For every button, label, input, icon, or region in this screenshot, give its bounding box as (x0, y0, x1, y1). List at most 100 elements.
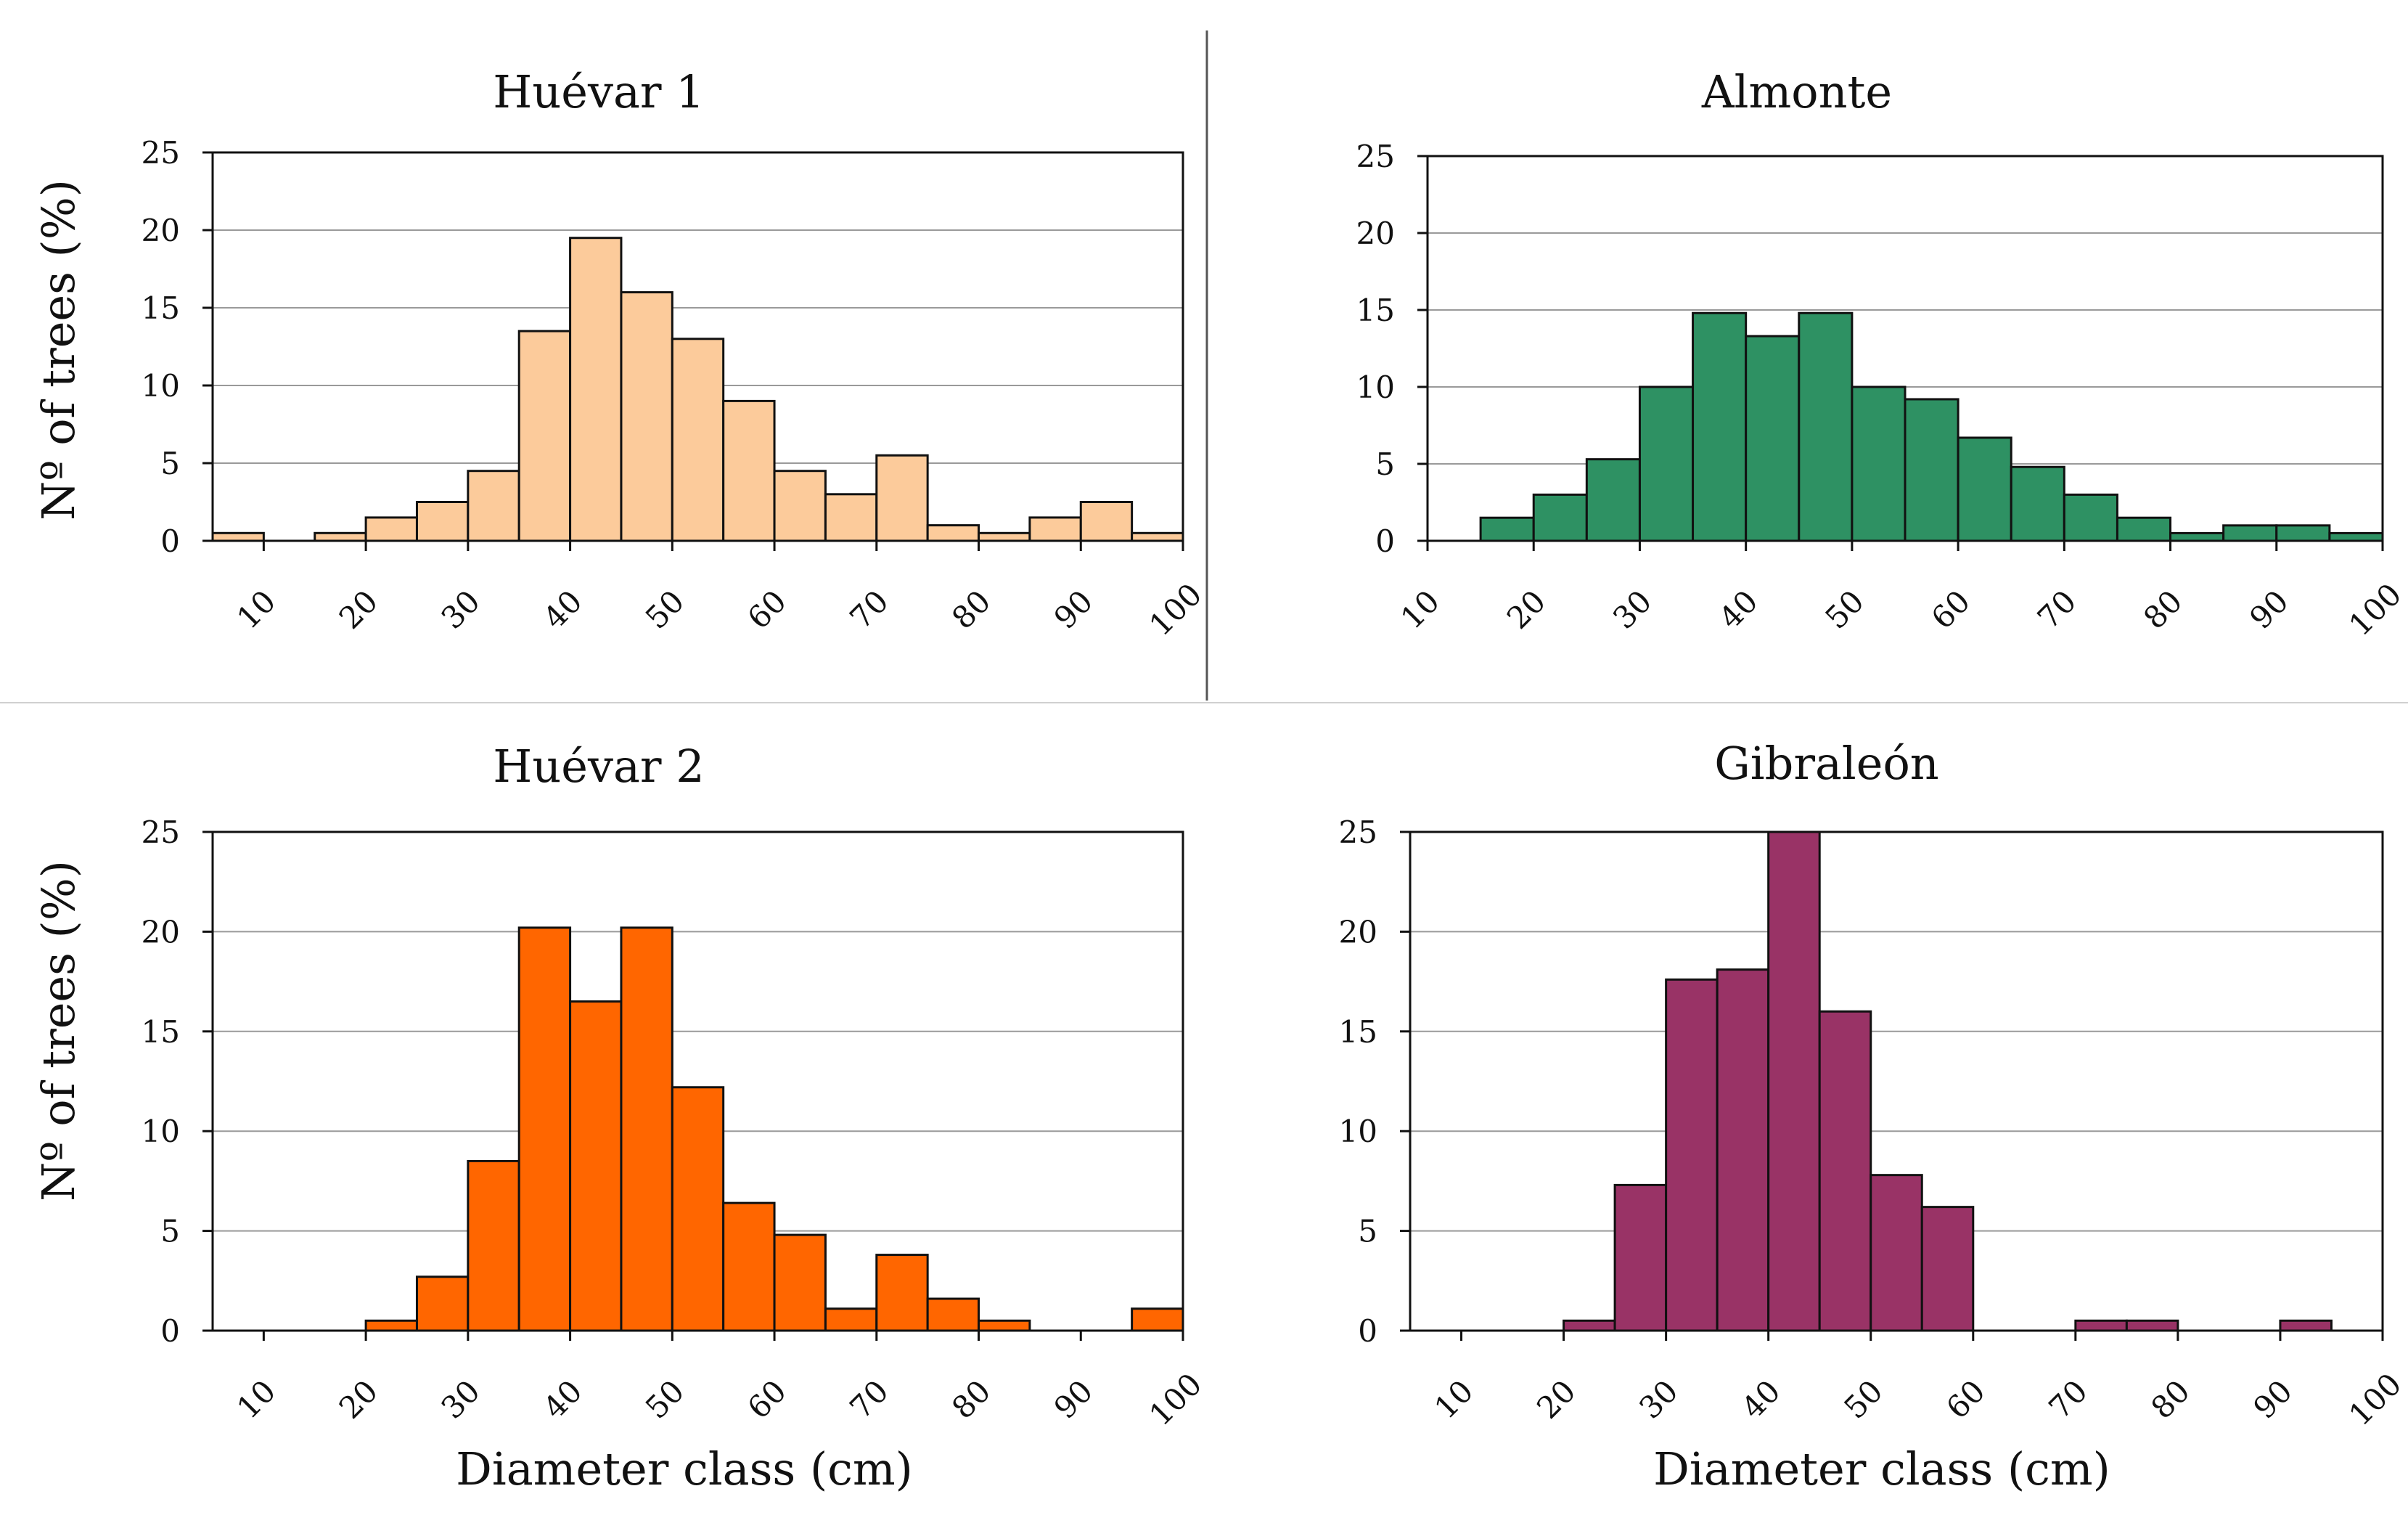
x-tick-label: 80 (945, 584, 997, 636)
x-tick-label: 30 (1632, 1373, 1684, 1426)
x-tick-label: 50 (1818, 584, 1870, 636)
plot-frame (1426, 155, 2384, 542)
histogram-bar (2279, 1319, 2333, 1332)
histogram-bar (1532, 493, 1588, 542)
x-tick-label: 10 (1394, 584, 1446, 636)
histogram-bar (773, 470, 827, 542)
histogram-bar (1638, 385, 1695, 542)
histogram-bar (1692, 311, 1748, 542)
x-tick-label: 80 (2144, 1373, 2196, 1426)
x-tick-label: 70 (843, 1373, 895, 1426)
x-tick-label: 70 (843, 584, 895, 636)
y-tick-label: 20 (1356, 216, 1395, 251)
histogram-bar (467, 1159, 520, 1332)
histogram-bar (415, 501, 470, 542)
y-tick-label: 5 (160, 1214, 180, 1249)
x-tick-label: 40 (536, 584, 589, 636)
y-tick-label: 20 (142, 213, 180, 248)
histogram-bar (875, 454, 929, 542)
x-tick-label: 90 (2243, 584, 2295, 636)
x-tick-label: 90 (1047, 1373, 1099, 1426)
histogram-bar (671, 338, 725, 542)
x-tick-label: 80 (2137, 584, 2189, 636)
y-axis-label: Nº of trees (%) (32, 860, 85, 1201)
huevar1-panel: Huévar 1 Nº of trees (%) 0 5 10 15 20 25 10 20 3… (32, 65, 1208, 642)
y-tick-label: 0 (1358, 1313, 1377, 1349)
histogram-bar (211, 531, 265, 542)
x-tick-label: 100 (1142, 1366, 1208, 1432)
histogram-bar (1904, 398, 1959, 542)
histogram-bar (1131, 1307, 1184, 1332)
histogram-bar (314, 531, 367, 542)
histogram-bar (364, 516, 418, 542)
x-tick-label: 40 (536, 1373, 589, 1426)
x-tick-label: 60 (741, 584, 793, 636)
histogram-bar (467, 470, 520, 542)
x-tick-label: 70 (2042, 1373, 2094, 1426)
y-tick-label: 25 (142, 815, 180, 850)
y-tick-label: 0 (160, 523, 180, 559)
x-tick-label: 60 (1925, 584, 1977, 636)
x-tick-label: 30 (434, 1373, 486, 1426)
histogram-bar (722, 1201, 776, 1332)
chart-title: Almonte (1701, 65, 1892, 118)
histogram-bar (517, 926, 572, 1332)
x-tick-label: 50 (639, 584, 691, 636)
x-tick-label: 80 (945, 1373, 997, 1426)
y-tick-label: 10 (142, 1114, 180, 1149)
histogram-bar (2010, 465, 2065, 542)
x-tick-label: 50 (1837, 1373, 1889, 1426)
x-tick-label: 100 (1142, 576, 1208, 642)
histogram-bar (517, 330, 572, 542)
y-tick-label: 5 (160, 446, 180, 481)
y-tick-label: 15 (1339, 1014, 1377, 1050)
almonte-panel: Almonte 0 5 10 15 20 25 10 20 30 40 50 60 70 80 90 100 (1356, 65, 2408, 642)
histogram-bar (364, 1319, 418, 1332)
y-tick-label: 25 (142, 135, 180, 171)
x-tick-label: 20 (1500, 584, 1552, 636)
chart-title: Huévar 1 (493, 65, 704, 118)
x-tick-label: 20 (332, 584, 385, 636)
histogram-bar (2169, 531, 2225, 542)
plot-frame (211, 151, 1184, 542)
y-tick-label: 0 (1375, 523, 1395, 559)
y-tick-label: 10 (1356, 370, 1395, 405)
y-tick-label: 10 (142, 368, 180, 404)
histogram-bar (1957, 436, 2012, 542)
histogram-bar (1585, 458, 1641, 542)
histogram-bar (1716, 968, 1770, 1332)
y-tick-label: 25 (1356, 139, 1395, 174)
histogram-bar (722, 399, 776, 542)
y-tick-label: 15 (1356, 293, 1395, 328)
histogram-bar (2125, 1319, 2179, 1332)
y-tick-label: 10 (1339, 1114, 1377, 1149)
y-tick-label: 25 (1339, 815, 1377, 850)
y-tick-label: 0 (160, 1313, 180, 1349)
histogram-bar (2328, 531, 2384, 542)
x-tick-label: 90 (1047, 584, 1099, 636)
x-tick-label: 70 (2031, 584, 2083, 636)
histogram-bar (1920, 1206, 1975, 1332)
gibraleon-panel: Gibraleón Diameter class (cm) 0 5 10 15 20 25… (1339, 737, 2408, 1495)
y-tick-label: 5 (1375, 446, 1395, 482)
x-tick-label: 100 (2342, 1366, 2408, 1432)
histogram-bar (1767, 830, 1821, 1332)
y-tick-label: 20 (1339, 914, 1377, 950)
chart-title: Gibraleón (1714, 737, 1938, 790)
histogram-bar (978, 531, 1031, 542)
plot-frame (1409, 830, 2384, 1332)
histogram-bar (1479, 516, 1535, 542)
x-tick-label: 40 (1735, 1373, 1787, 1426)
x-tick-label: 30 (1606, 584, 1658, 636)
histogram-bar (620, 926, 673, 1332)
y-axis-label: Nº of trees (%) (32, 179, 85, 520)
histogram-bar (1851, 385, 1907, 542)
histogram-bar (824, 493, 878, 542)
y-tick-label: 15 (142, 1014, 180, 1050)
histogram-bar (620, 291, 673, 542)
y-tick-label: 5 (1358, 1214, 1377, 1249)
histogram-bar (2222, 524, 2278, 542)
histogram-bar (926, 524, 980, 542)
histogram-bar (2275, 524, 2331, 542)
